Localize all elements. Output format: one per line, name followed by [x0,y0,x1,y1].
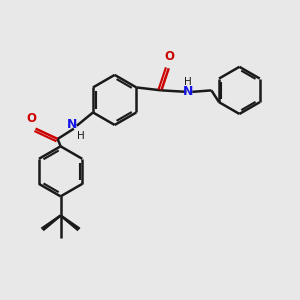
Text: N: N [182,85,193,98]
Text: N: N [66,118,77,131]
Text: O: O [164,50,174,63]
Text: O: O [26,112,36,125]
Text: H: H [184,76,191,86]
Text: H: H [77,131,85,141]
